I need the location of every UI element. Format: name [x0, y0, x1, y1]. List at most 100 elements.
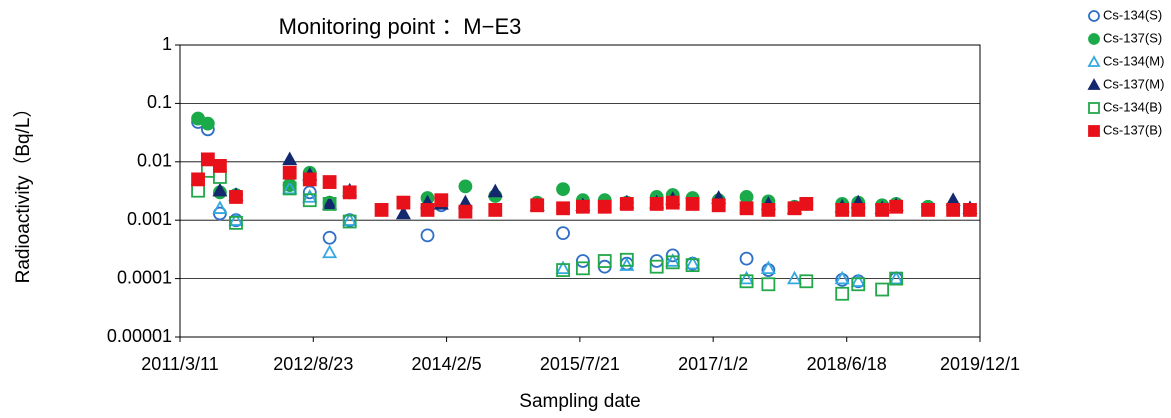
- legend-label: Cs-137(B): [1103, 122, 1162, 137]
- point: [458, 179, 473, 194]
- point: [761, 203, 776, 217]
- point: [555, 260, 571, 275]
- point: [665, 248, 680, 263]
- point: [889, 271, 904, 286]
- point: [282, 181, 297, 196]
- point: [191, 183, 205, 198]
- point: [420, 228, 435, 243]
- point: [556, 263, 570, 277]
- legend-label: Cs-137(M): [1103, 76, 1164, 91]
- point: [200, 116, 215, 131]
- point: [739, 274, 754, 289]
- point: [282, 180, 298, 195]
- point: [322, 197, 337, 211]
- point: [302, 172, 317, 187]
- point: [342, 214, 357, 229]
- point: [229, 215, 243, 230]
- point: [282, 165, 297, 180]
- point: [761, 277, 776, 292]
- x-tick-label: 2014/2/5: [412, 354, 482, 374]
- point: [322, 230, 337, 245]
- point: [649, 259, 664, 274]
- point: [396, 195, 411, 210]
- point: [835, 203, 850, 217]
- point: [302, 189, 318, 203]
- legend-label: Cs-134(B): [1103, 99, 1162, 114]
- legend-marker: [1088, 33, 1100, 45]
- x-tick-label: 2019/12/1: [940, 354, 1020, 374]
- point: [835, 286, 850, 301]
- point: [850, 273, 866, 287]
- point: [875, 282, 890, 297]
- point: [395, 205, 411, 220]
- y-tick-label: 0.1: [147, 92, 172, 112]
- point: [556, 201, 570, 216]
- point: [530, 198, 545, 213]
- point: [665, 195, 680, 210]
- point: [200, 152, 215, 167]
- legend-label: Cs-134(M): [1103, 53, 1164, 68]
- point: [888, 270, 904, 285]
- legend-marker: [1088, 10, 1100, 22]
- point: [889, 199, 904, 214]
- point: [229, 190, 243, 204]
- point: [665, 255, 680, 270]
- point: [851, 277, 866, 292]
- x-tick-label: 2018/6/18: [807, 354, 887, 374]
- y-tick-label: 1: [162, 34, 172, 54]
- point: [649, 197, 664, 211]
- y-tick-label: 0.001: [127, 209, 172, 229]
- point: [597, 254, 612, 268]
- point: [851, 203, 866, 217]
- point: [420, 203, 435, 217]
- point: [322, 196, 338, 210]
- point: [760, 260, 776, 275]
- point: [834, 270, 850, 285]
- point: [963, 203, 977, 217]
- point: [739, 270, 755, 285]
- y-tick-label: 0.01: [137, 151, 172, 171]
- point: [665, 253, 681, 267]
- point: [488, 203, 503, 217]
- x-tick-label: 2012/8/23: [273, 354, 353, 374]
- point: [556, 226, 570, 241]
- point: [302, 193, 317, 208]
- plot-frame: [179, 44, 981, 338]
- point: [921, 203, 935, 217]
- point: [282, 151, 298, 166]
- point: [228, 212, 244, 226]
- point: [685, 255, 701, 270]
- x-tick-label: 2015/7/21: [540, 354, 620, 374]
- point: [619, 252, 634, 267]
- point: [946, 203, 961, 217]
- point: [575, 261, 590, 276]
- chart-title: Monitoring point ：M−E3: [279, 14, 522, 39]
- y-axis-label: Radioactivity（Bq/L）: [12, 99, 34, 284]
- point: [739, 190, 754, 204]
- point: [575, 254, 590, 268]
- point: [213, 159, 227, 173]
- point: [342, 212, 358, 226]
- point: [342, 185, 357, 200]
- y-tick-label: 0.0001: [117, 267, 172, 287]
- point: [212, 200, 228, 214]
- point: [575, 199, 590, 214]
- x-axis-label: Sampling date: [519, 391, 640, 412]
- point: [458, 204, 473, 219]
- x-tick-label: 2011/3/11: [141, 354, 218, 374]
- legend-marker: [1087, 55, 1101, 67]
- point: [787, 201, 802, 216]
- legend-marker: [1088, 125, 1100, 137]
- point: [685, 197, 700, 211]
- point: [212, 182, 228, 197]
- point: [322, 175, 337, 189]
- point: [739, 251, 754, 266]
- point: [875, 203, 890, 217]
- legend-label: Cs-137(S): [1103, 30, 1162, 45]
- point: [302, 185, 317, 200]
- point: [374, 203, 389, 217]
- point: [799, 274, 814, 289]
- point: [434, 193, 449, 208]
- legend-marker: [1087, 78, 1101, 90]
